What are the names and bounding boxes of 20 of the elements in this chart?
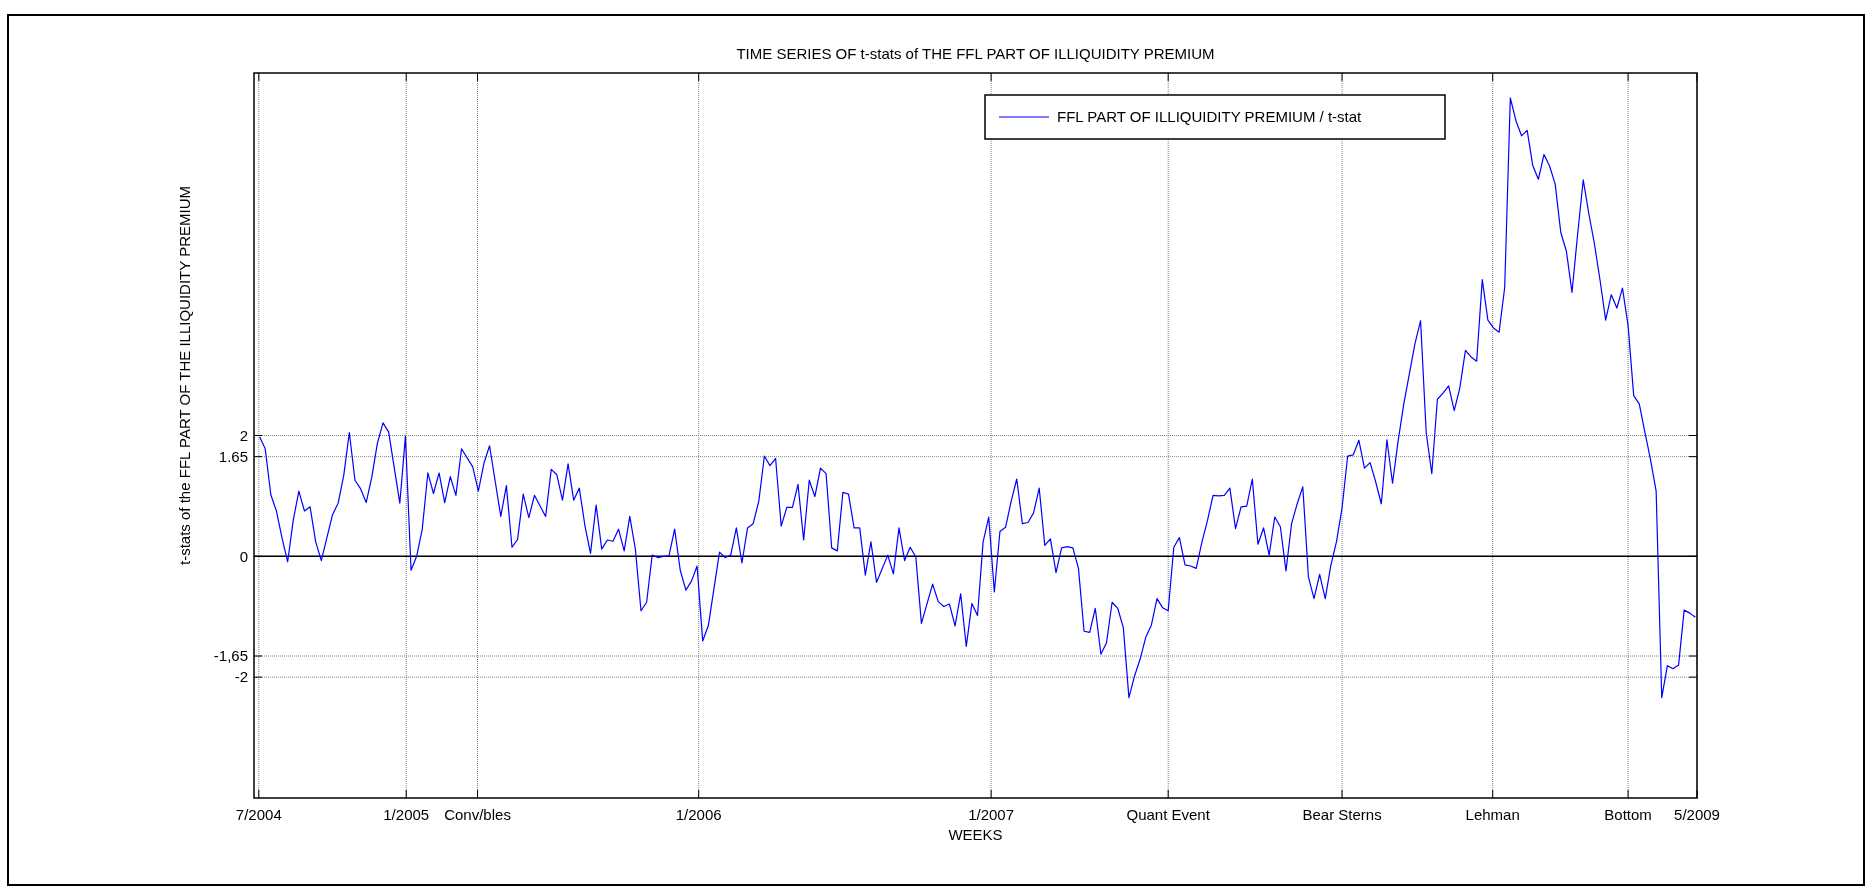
x-tick-label: 7/2004: [235, 806, 282, 823]
y-tick-label: -1,65: [213, 647, 248, 665]
legend-label: FFL PART OF ILLIQUIDITY PREMIUM / t-stat: [1057, 108, 1363, 126]
x-tick-label: Quant Event: [1126, 806, 1211, 823]
y-tick-label: 0: [239, 547, 248, 565]
x-tick-label: Bottom: [1604, 806, 1652, 823]
x-tick-label: Conv/bles: [444, 806, 511, 823]
y-tick-label: 1.65: [218, 447, 248, 465]
x-tick-label: Bear Sterns: [1302, 806, 1382, 823]
x-axis-title: WEEKS: [948, 826, 1003, 843]
y-tick-label: 2: [239, 426, 248, 444]
y-axis-title: t-stats of the FFL PART OF THE ILLIQUIDITY PREMIUM: [176, 186, 193, 565]
x-tick-label: 5/2009: [1674, 806, 1720, 823]
y-tick-label: -2: [234, 668, 248, 686]
x-tick-label: 1/2006: [675, 806, 722, 823]
x-tick-label: 1/2005: [383, 806, 430, 823]
chart-title: TIME SERIES OF t-stats of THE FFL PART OF ILLIQUIDITY PREMIUM: [736, 45, 1215, 62]
x-tick-label: 1/2007: [968, 806, 1015, 823]
x-tick-label: Lehman: [1465, 806, 1520, 823]
line-series: [259, 97, 1696, 699]
